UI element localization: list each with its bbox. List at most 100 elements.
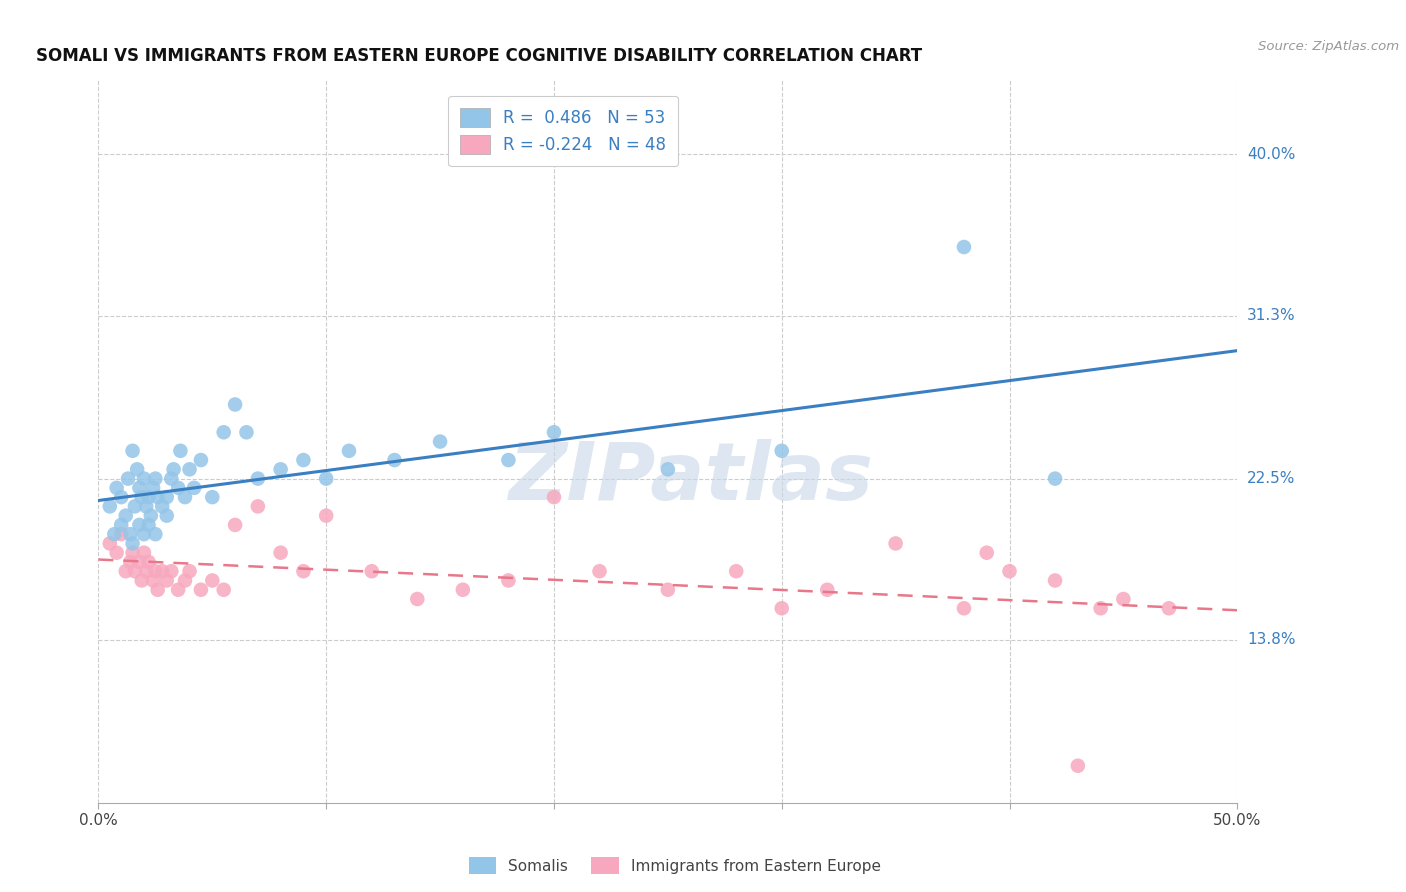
Point	[127, 462, 149, 476]
Point	[998, 564, 1021, 578]
Point	[179, 564, 201, 578]
Point	[451, 582, 474, 597]
Text: 22.5%: 22.5%	[1247, 471, 1295, 486]
Point	[131, 490, 153, 504]
Point	[976, 546, 998, 560]
Point	[953, 240, 976, 254]
Point	[657, 582, 679, 597]
Point	[156, 490, 179, 504]
Point	[657, 462, 679, 476]
Point	[145, 564, 167, 578]
Point	[224, 397, 246, 411]
Text: ZIPatlas: ZIPatlas	[508, 439, 873, 516]
Point	[156, 574, 179, 588]
Point	[121, 546, 143, 560]
Point	[429, 434, 451, 449]
Point	[224, 517, 246, 532]
Point	[337, 443, 360, 458]
Point	[135, 564, 157, 578]
Point	[150, 564, 173, 578]
Point	[498, 574, 520, 588]
Point	[174, 490, 197, 504]
Point	[190, 582, 212, 597]
Point	[543, 490, 565, 504]
Point	[145, 472, 167, 486]
Point	[270, 462, 292, 476]
Point	[315, 472, 337, 486]
Point	[201, 574, 224, 588]
Point	[1157, 601, 1180, 615]
Point	[235, 425, 257, 440]
Point	[139, 508, 162, 523]
Point	[292, 453, 315, 467]
Point	[1043, 472, 1066, 486]
Text: Source: ZipAtlas.com: Source: ZipAtlas.com	[1258, 40, 1399, 54]
Point	[138, 555, 160, 569]
Point	[110, 490, 132, 504]
Point	[98, 500, 121, 514]
Point	[292, 564, 315, 578]
Point	[167, 481, 190, 495]
Point	[132, 546, 155, 560]
Point	[315, 508, 337, 523]
Text: SOMALI VS IMMIGRANTS FROM EASTERN EUROPE COGNITIVE DISABILITY CORRELATION CHART: SOMALI VS IMMIGRANTS FROM EASTERN EUROPE…	[35, 47, 922, 65]
Point	[114, 508, 136, 523]
Point	[1043, 574, 1066, 588]
Point	[725, 564, 748, 578]
Point	[110, 527, 132, 541]
Point	[114, 564, 136, 578]
Point	[142, 481, 165, 495]
Point	[138, 517, 160, 532]
Text: 40.0%: 40.0%	[1247, 147, 1295, 161]
Point	[138, 490, 160, 504]
Point	[121, 536, 143, 550]
Point	[162, 462, 184, 476]
Point	[174, 574, 197, 588]
Point	[498, 453, 520, 467]
Point	[128, 481, 150, 495]
Point	[135, 500, 157, 514]
Legend: Somalis, Immigrants from Eastern Europe: Somalis, Immigrants from Eastern Europe	[463, 851, 887, 880]
Point	[121, 443, 143, 458]
Point	[145, 527, 167, 541]
Point	[146, 582, 169, 597]
Point	[884, 536, 907, 550]
Point	[1090, 601, 1112, 615]
Point	[953, 601, 976, 615]
Point	[588, 564, 610, 578]
Point	[150, 500, 173, 514]
Point	[132, 472, 155, 486]
Point	[131, 574, 153, 588]
Point	[246, 472, 269, 486]
Point	[120, 527, 142, 541]
Point	[246, 500, 269, 514]
Point	[124, 564, 146, 578]
Point	[105, 481, 128, 495]
Text: 31.3%: 31.3%	[1247, 308, 1295, 323]
Point	[167, 582, 190, 597]
Point	[110, 517, 132, 532]
Point	[1112, 592, 1135, 607]
Point	[201, 490, 224, 504]
Point	[117, 472, 139, 486]
Point	[1067, 758, 1090, 772]
Point	[105, 546, 128, 560]
Point	[270, 546, 292, 560]
Point	[142, 574, 165, 588]
Point	[190, 453, 212, 467]
Point	[132, 527, 155, 541]
Point	[212, 582, 235, 597]
Point	[160, 564, 183, 578]
Point	[384, 453, 406, 467]
Text: 13.8%: 13.8%	[1247, 632, 1295, 648]
Point	[183, 481, 205, 495]
Point	[169, 443, 191, 458]
Point	[360, 564, 382, 578]
Point	[179, 462, 201, 476]
Point	[770, 443, 793, 458]
Point	[128, 555, 150, 569]
Point	[98, 536, 121, 550]
Point	[103, 527, 125, 541]
Point	[128, 517, 150, 532]
Point	[156, 508, 179, 523]
